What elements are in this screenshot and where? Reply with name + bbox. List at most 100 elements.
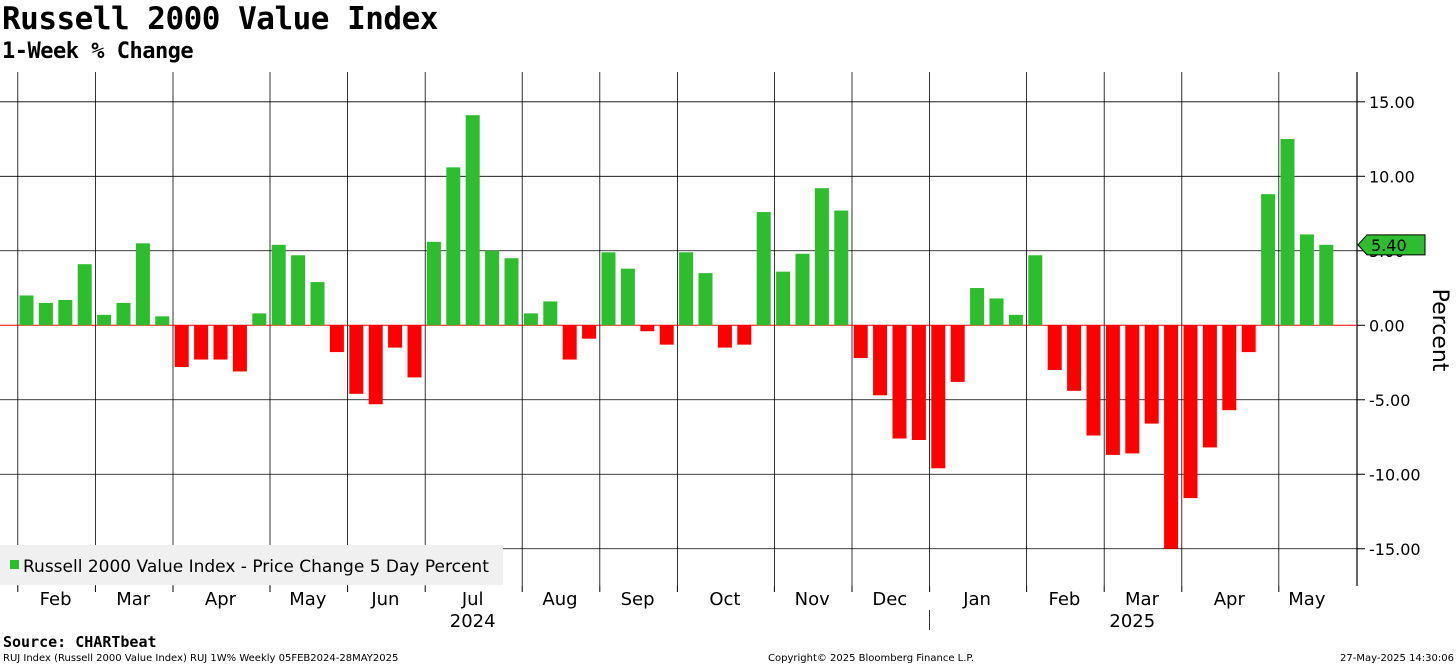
x-month-label: Apr — [1214, 589, 1246, 610]
bar — [19, 295, 34, 326]
bar — [368, 325, 383, 405]
bar — [814, 188, 829, 326]
bar — [407, 325, 422, 378]
bar — [1319, 244, 1334, 326]
legend-swatch — [10, 560, 19, 569]
y-tick-label: -10.00 — [1369, 465, 1421, 484]
bar — [97, 314, 112, 326]
bar — [1105, 325, 1120, 455]
footer-index-info: RUJ Index (Russell 2000 Value Index) RUJ… — [3, 653, 399, 664]
bar — [485, 250, 500, 326]
x-year-label: 2025 — [1109, 611, 1155, 632]
bar — [776, 271, 791, 326]
last-value-tag — [1357, 234, 1426, 256]
bar — [232, 325, 247, 372]
bar — [659, 325, 674, 345]
bar — [155, 316, 170, 326]
bar — [77, 264, 92, 326]
x-month-label: Oct — [709, 589, 740, 610]
legend-label: Russell 2000 Value Index - Price Change … — [23, 557, 489, 577]
bar — [1280, 139, 1295, 326]
bar — [116, 302, 131, 326]
bar — [640, 325, 655, 332]
bar — [271, 244, 286, 326]
bar — [310, 282, 325, 326]
y-tick-label: 15.00 — [1369, 93, 1415, 112]
bar — [1183, 325, 1198, 499]
bar — [950, 325, 965, 382]
footer-copyright: Copyright© 2025 Bloomberg Finance L.P. — [768, 653, 975, 664]
bar — [1047, 325, 1062, 370]
chart-subtitle: 1-Week % Change — [2, 39, 194, 64]
bar — [426, 241, 441, 326]
bar — [174, 325, 189, 367]
bar — [329, 325, 344, 353]
bar — [601, 252, 616, 326]
x-month-label: Dec — [872, 589, 907, 610]
bar — [194, 325, 209, 360]
bar — [970, 288, 985, 326]
legend-box — [0, 545, 503, 585]
bar — [543, 301, 558, 326]
bar — [795, 253, 810, 326]
x-month-label: Mar — [1125, 589, 1160, 610]
bar — [1241, 325, 1256, 353]
bar — [135, 243, 150, 326]
bar — [892, 325, 907, 439]
x-month-label: May — [289, 589, 327, 610]
footer-timestamp: 27-May-2025 14:30:06 — [1340, 653, 1454, 664]
bar — [58, 299, 73, 326]
bar — [989, 298, 1004, 326]
bar — [562, 325, 577, 360]
bar — [756, 212, 771, 326]
x-month-label: May — [1288, 589, 1326, 610]
x-month-label: Jan — [962, 589, 991, 610]
bar — [1222, 325, 1237, 411]
bar — [1008, 314, 1023, 326]
x-month-label: Jun — [370, 589, 399, 610]
bar — [252, 313, 267, 326]
bar — [1299, 234, 1314, 326]
bar — [388, 325, 403, 348]
bar — [873, 325, 888, 396]
bar — [1067, 325, 1082, 391]
bar — [834, 210, 849, 326]
bar — [523, 313, 538, 326]
x-year-label: 2024 — [450, 611, 496, 632]
bar — [1125, 325, 1140, 454]
bar — [1144, 325, 1159, 424]
bar — [698, 273, 713, 326]
x-month-label: Nov — [795, 589, 830, 610]
bar — [853, 325, 868, 359]
bar — [1202, 325, 1217, 448]
bar — [446, 167, 461, 326]
bar — [38, 302, 53, 326]
bar — [465, 115, 480, 326]
y-tick-label: -5.00 — [1369, 391, 1410, 410]
y-tick-label: 0.00 — [1369, 316, 1405, 335]
bar — [737, 325, 752, 345]
x-month-label: Aug — [542, 589, 577, 610]
last-value-label: 5.40 — [1371, 236, 1407, 255]
bar — [1086, 325, 1101, 436]
y-tick-label: -15.00 — [1369, 540, 1421, 559]
bar — [1261, 194, 1276, 326]
bar — [679, 252, 694, 326]
bar — [582, 325, 597, 339]
source-note: Source: CHARTbeat — [3, 633, 157, 651]
bar — [1028, 255, 1043, 326]
x-month-label: Feb — [40, 589, 72, 610]
bar — [931, 325, 946, 469]
x-month-label: Mar — [116, 589, 151, 610]
bar — [504, 258, 519, 326]
x-month-label: Jul — [461, 589, 484, 610]
y-tick-label: 10.00 — [1369, 167, 1415, 186]
bar — [349, 325, 364, 394]
x-month-label: Sep — [621, 589, 655, 610]
x-month-label: Feb — [1048, 589, 1080, 610]
bar — [717, 325, 732, 348]
bar — [213, 325, 228, 360]
bar — [911, 325, 926, 440]
y-axis-label: Percent — [1427, 289, 1452, 372]
